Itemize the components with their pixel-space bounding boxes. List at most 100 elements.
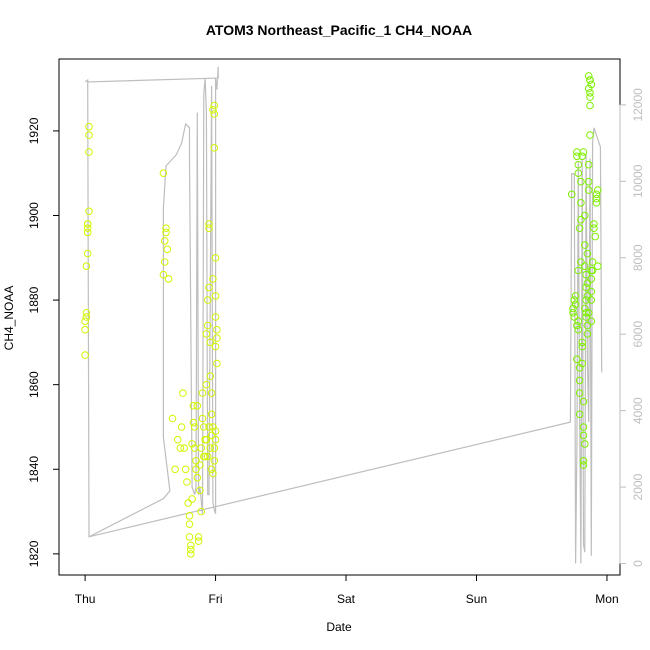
data-point bbox=[187, 545, 195, 554]
data-point bbox=[213, 334, 221, 342]
data-point bbox=[180, 444, 188, 452]
data-point bbox=[203, 321, 212, 330]
data-point bbox=[573, 355, 581, 364]
data-point bbox=[82, 309, 91, 317]
data-point bbox=[211, 313, 220, 321]
data-point bbox=[574, 169, 583, 177]
data-point bbox=[575, 389, 584, 397]
y-axis-left: 1820 1840 1860 1880 1900 1920 bbox=[27, 117, 60, 567]
data-point bbox=[85, 122, 93, 131]
data-point bbox=[207, 410, 216, 419]
data-point bbox=[159, 270, 168, 279]
data-point bbox=[176, 444, 185, 452]
data-point bbox=[159, 169, 168, 177]
data-point bbox=[198, 414, 207, 423]
x-tick-label: Sat bbox=[337, 592, 356, 606]
data-point bbox=[173, 435, 182, 444]
data-point bbox=[579, 423, 588, 431]
data-point bbox=[203, 296, 212, 304]
data-point bbox=[184, 499, 192, 507]
data-point bbox=[211, 292, 220, 300]
data-point bbox=[594, 186, 602, 194]
data-point bbox=[590, 224, 598, 232]
data-point bbox=[211, 253, 220, 262]
data-point bbox=[573, 152, 581, 161]
data-point bbox=[581, 440, 589, 448]
y-axis-label: CH4_NOAA bbox=[2, 286, 16, 351]
data-point bbox=[582, 309, 590, 317]
data-point bbox=[181, 465, 190, 474]
data-point bbox=[205, 220, 213, 228]
data-point bbox=[567, 190, 576, 199]
data-point bbox=[578, 338, 587, 347]
data-point bbox=[168, 414, 177, 423]
data-point bbox=[210, 110, 219, 118]
data-point bbox=[192, 465, 200, 474]
data-point bbox=[171, 465, 179, 474]
data-point bbox=[198, 389, 207, 397]
y-tick-label: 1840 bbox=[27, 456, 41, 483]
plot-frame bbox=[58, 58, 621, 576]
data-point bbox=[571, 292, 580, 300]
data-point bbox=[583, 321, 592, 330]
data-point bbox=[584, 309, 593, 317]
data-point bbox=[193, 473, 202, 482]
data-point bbox=[579, 457, 588, 465]
data-point bbox=[582, 283, 590, 292]
data-point bbox=[575, 376, 584, 385]
data-point bbox=[570, 313, 579, 321]
x-tick-label: Mon bbox=[595, 592, 618, 606]
data-point bbox=[162, 228, 170, 237]
data-point bbox=[85, 207, 93, 216]
data-point bbox=[200, 423, 208, 431]
data-point bbox=[209, 469, 217, 478]
data-point bbox=[575, 224, 584, 232]
data-point bbox=[575, 364, 584, 372]
y2-tick-label: 4000 bbox=[631, 397, 645, 424]
data-point bbox=[197, 444, 205, 452]
data-point bbox=[177, 423, 186, 431]
data-point bbox=[160, 258, 169, 266]
data-point bbox=[189, 418, 198, 427]
data-point bbox=[577, 258, 585, 266]
data-point bbox=[574, 317, 583, 326]
data-point bbox=[185, 520, 194, 529]
data-point bbox=[201, 452, 209, 461]
data-point bbox=[188, 495, 196, 503]
data-point bbox=[581, 211, 589, 220]
points-layer bbox=[81, 72, 602, 558]
data-point bbox=[569, 304, 577, 313]
data-point bbox=[584, 72, 593, 80]
data-point bbox=[210, 101, 219, 110]
data-point bbox=[587, 317, 596, 326]
data-point bbox=[207, 431, 216, 440]
data-point bbox=[578, 152, 587, 161]
data-point bbox=[210, 457, 219, 465]
data-point bbox=[582, 270, 590, 279]
data-point bbox=[188, 440, 196, 448]
data-point bbox=[206, 444, 215, 452]
data-point bbox=[586, 101, 594, 110]
data-point bbox=[206, 372, 215, 381]
y-tick-label: 1820 bbox=[27, 540, 41, 567]
data-point bbox=[590, 220, 598, 228]
x-axis-label: Date bbox=[326, 620, 352, 634]
data-point bbox=[586, 76, 594, 84]
data-point bbox=[591, 232, 600, 241]
data-point bbox=[83, 220, 92, 228]
data-point bbox=[205, 283, 213, 292]
data-point bbox=[197, 507, 205, 516]
data-point bbox=[578, 342, 587, 351]
data-point bbox=[582, 296, 590, 304]
data-point bbox=[587, 80, 596, 89]
data-point bbox=[193, 402, 202, 410]
data-point bbox=[588, 258, 597, 266]
data-point bbox=[205, 224, 213, 232]
data-point bbox=[185, 533, 194, 541]
data-point bbox=[206, 338, 215, 347]
data-point bbox=[583, 279, 592, 288]
data-point bbox=[592, 199, 601, 207]
data-point bbox=[83, 228, 92, 237]
data-point bbox=[588, 266, 597, 275]
data-point bbox=[582, 313, 590, 321]
